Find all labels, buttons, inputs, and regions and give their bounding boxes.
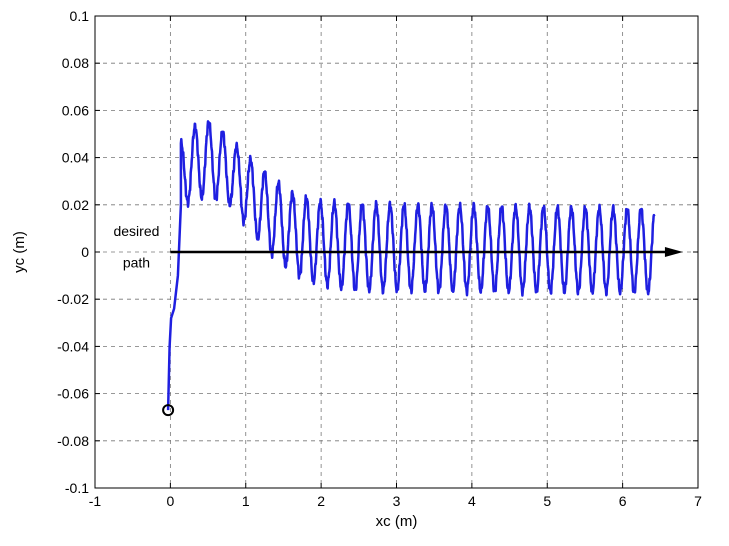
y-axis-label: yc (m) <box>11 231 28 273</box>
x-tick-label: 0 <box>166 493 174 509</box>
y-tick-label: -0.1 <box>65 480 89 496</box>
y-tick-label: -0.02 <box>57 291 89 307</box>
y-tick-label: 0 <box>81 244 89 260</box>
y-tick-label: 0.04 <box>62 150 89 166</box>
x-tick-label: 5 <box>543 493 551 509</box>
trajectory-line <box>166 120 656 411</box>
x-tick-label: 4 <box>468 493 476 509</box>
x-tick-label: 3 <box>393 493 401 509</box>
ticks: -1 0 1 2 3 4 5 6 7 -0.1 -0.08 -0.06 -0.04 -0.02 0 0.02 0… <box>57 8 702 509</box>
x-tick-label: 1 <box>242 493 250 509</box>
data-layer <box>162 120 683 417</box>
desired-path-arrowhead <box>664 247 683 257</box>
x-tick-label: 2 <box>317 493 325 509</box>
x-axis-label: xc (m) <box>376 513 418 530</box>
y-tick-label: 0.02 <box>62 197 89 213</box>
annotation-path: path <box>123 254 150 270</box>
start-marker <box>162 404 175 417</box>
x-tick-label: -1 <box>89 493 102 509</box>
y-tick-label: -0.04 <box>57 338 89 354</box>
x-tick-label: 7 <box>694 493 702 509</box>
x-tick-label: 6 <box>619 493 627 509</box>
y-tick-label: -0.06 <box>57 386 89 402</box>
y-tick-label: 0.1 <box>70 8 90 24</box>
y-tick-label: 0.08 <box>62 55 89 71</box>
annotation-desired: desired <box>113 223 159 239</box>
y-tick-label: -0.08 <box>57 433 89 449</box>
y-tick-label: 0.06 <box>62 102 89 118</box>
